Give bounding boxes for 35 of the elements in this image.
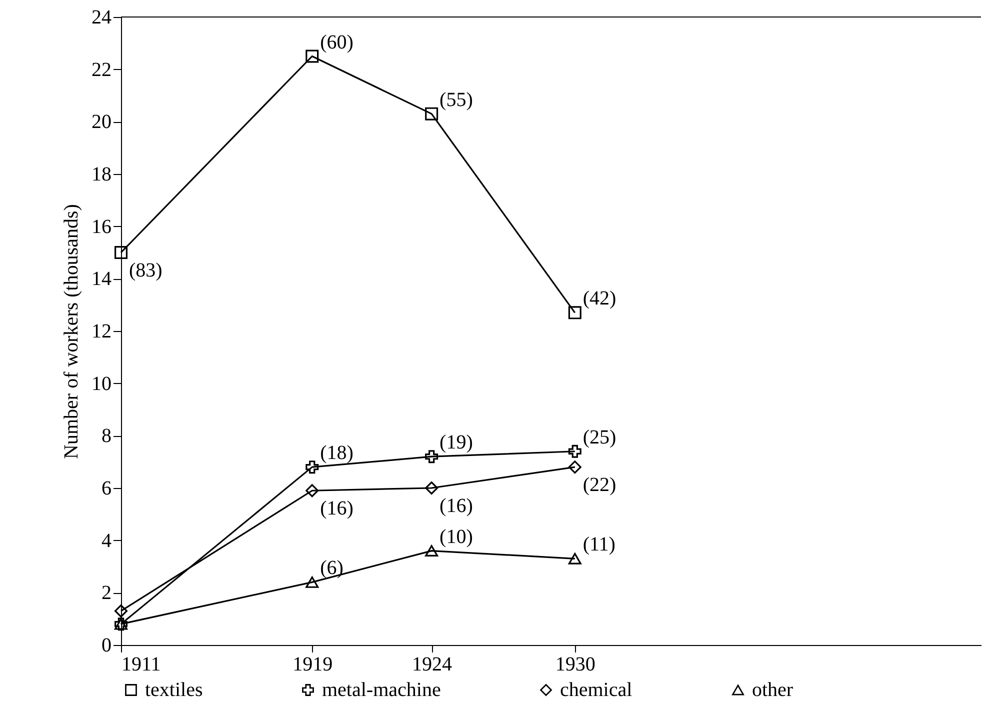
x-tick-label: 1911 (122, 654, 161, 676)
y-tick-label: 24 (92, 6, 112, 28)
legend-label: other (752, 679, 794, 701)
annotation: (60) (320, 31, 354, 54)
y-tick-label: 14 (92, 268, 112, 290)
annotation: (16) (440, 495, 473, 517)
x-tick-label: 1930 (555, 654, 596, 676)
annotation: (10) (440, 526, 473, 548)
annotation: (6) (320, 557, 344, 580)
annotation: (11) (582, 534, 616, 556)
y-tick-label: 0 (102, 634, 112, 656)
y-axis-title: Number of workers (thousands) (60, 204, 82, 459)
y-tick-label: 4 (102, 530, 112, 552)
legend-label: textiles (145, 679, 203, 701)
x-tick-label: 1919 (292, 654, 333, 676)
y-tick-label: 20 (92, 111, 112, 134)
annotation: (16) (320, 498, 354, 520)
legend-label: chemical (560, 679, 633, 701)
annotation: (19) (440, 432, 473, 454)
y-tick-label: 12 (92, 320, 112, 342)
y-tick-label: 8 (102, 425, 112, 448)
annotation: (55) (440, 88, 473, 111)
y-tick-label: 22 (92, 58, 112, 81)
x-tick-label: 1924 (412, 654, 452, 676)
y-tick-label: 6 (102, 478, 112, 500)
y-tick-label: 18 (92, 164, 112, 186)
y-tick-label: 10 (92, 372, 112, 395)
annotation: (18) (320, 442, 354, 464)
legend-label: metal-machine (322, 679, 441, 701)
annotation: (83) (129, 260, 162, 282)
y-tick-label: 2 (102, 582, 112, 604)
annotation: (22) (582, 474, 616, 496)
annotation: (25) (582, 426, 616, 448)
annotation: (42) (582, 288, 616, 310)
y-tick-label: 16 (92, 216, 112, 238)
